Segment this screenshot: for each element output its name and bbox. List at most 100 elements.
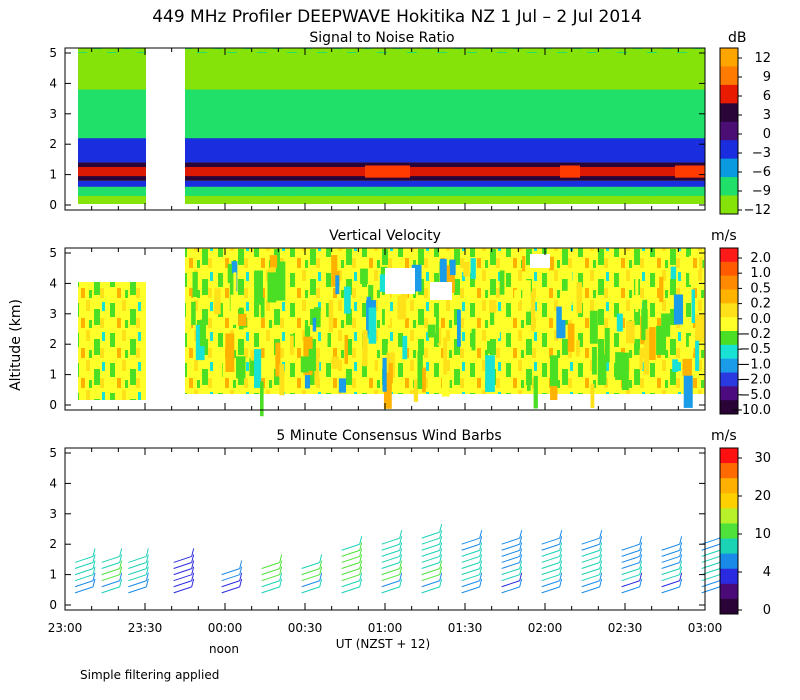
snr-ytick-label: 4	[49, 76, 57, 90]
wind-barb-flag	[119, 572, 123, 581]
wind-barb-shaft	[541, 580, 560, 588]
wind-barb-flag	[399, 554, 403, 563]
wind-barb-shaft	[381, 549, 400, 557]
wind-barb-shaft	[173, 586, 192, 594]
vv-blob	[556, 306, 566, 339]
wb-ytick-label: 1	[49, 568, 57, 582]
vv-blob	[254, 349, 262, 389]
wind-barb-shaft	[421, 549, 440, 557]
vv-blob	[695, 340, 700, 371]
vv-blob	[689, 255, 693, 285]
snr-colorbar-label: 12	[754, 51, 771, 66]
snr-layer	[78, 186, 146, 196]
snr-colorbar-swatch	[720, 177, 738, 197]
wind-barb-flag	[239, 560, 243, 569]
wind-barb-shaft	[501, 574, 520, 582]
wind-barb-shaft	[301, 574, 320, 582]
vv-heatmap	[78, 248, 705, 417]
snr-ytick-label: 3	[49, 107, 57, 121]
snr-ytick-label: 5	[49, 46, 57, 60]
wind-barb-flag	[92, 560, 96, 569]
wind-barb-shaft	[621, 549, 640, 557]
wb-colorbar-swatch	[720, 493, 738, 509]
wind-barb-flag	[519, 554, 523, 563]
vv-blob	[597, 354, 607, 386]
vv-blob	[238, 313, 247, 326]
snr-colorbar-label: −3	[752, 146, 771, 161]
snr-layer	[185, 186, 705, 196]
wind-barb-shaft	[341, 580, 360, 588]
snr-colorbar-label: −6	[752, 165, 771, 180]
wind-barb-shaft	[621, 580, 640, 588]
vv-blob	[214, 288, 221, 315]
wind-barb-flag	[119, 554, 123, 563]
wind-barb-shaft	[74, 555, 94, 563]
vv-blob	[449, 259, 456, 276]
wind-barb-flag	[239, 578, 243, 587]
wind-barb-flag	[599, 536, 603, 545]
vv-blob	[683, 375, 693, 408]
vv-blob	[192, 271, 198, 298]
vv-colorbar-swatch	[720, 303, 738, 318]
wb-colorbar-swatch	[720, 538, 738, 555]
vv-colorbar-swatch	[720, 248, 738, 263]
wind-barb-flag	[92, 578, 96, 587]
vv-blob	[533, 375, 538, 409]
wind-barb-shaft	[74, 562, 94, 569]
snr-ytick-label: 2	[49, 137, 57, 151]
wind-barb-shaft	[261, 586, 280, 594]
snr-colorbar-swatch	[720, 121, 738, 141]
wind-barb-shaft	[621, 586, 640, 594]
wind-barb-flag	[359, 578, 363, 587]
wind-barb-flag	[559, 530, 563, 539]
wind-barb-shaft	[581, 562, 600, 569]
wind-barb-flag	[359, 536, 363, 545]
wind-barb-flag	[399, 530, 403, 539]
vv-blob	[335, 275, 340, 295]
wind-barb-flag	[519, 566, 523, 575]
wind-barb-flag	[145, 560, 149, 569]
wb-ytick-label: 4	[49, 476, 57, 490]
wind-barb-flag	[119, 578, 123, 587]
snr-layer	[185, 138, 705, 163]
wind-barb-shaft	[221, 574, 240, 582]
vv-blob	[383, 372, 392, 409]
vv-ytick-label: 4	[49, 276, 57, 290]
snr-layer	[185, 89, 705, 139]
snr-hot-patch	[560, 165, 580, 178]
vv-colorbar-label: −1.0	[739, 357, 771, 372]
wind-barb-flag	[191, 578, 195, 587]
vv-ytick-label: 3	[49, 307, 57, 321]
wind-barb-shaft	[421, 562, 440, 569]
wind-barb-shaft	[541, 562, 560, 569]
vv-colorbar-label: −0.5	[739, 342, 771, 357]
wind-barb-flag	[639, 542, 643, 551]
wind-barb-flag	[119, 566, 123, 575]
vv-blob	[417, 351, 423, 389]
wind-barb-shaft	[421, 574, 440, 582]
vv-blob	[411, 264, 422, 292]
wind-barb-shaft	[128, 574, 147, 582]
wind-barb-flag	[599, 578, 603, 587]
snr-layer	[78, 167, 146, 177]
wind-barb-shaft	[74, 568, 94, 576]
wb-colorbar-label: 10	[754, 527, 771, 542]
vv-blob	[288, 323, 294, 335]
wind-barb-flag	[319, 578, 323, 587]
wind-barb-shaft	[461, 586, 480, 594]
wind-barb-flag	[319, 566, 323, 575]
wb-colorbar-swatch	[720, 583, 738, 600]
wind-barb-shaft	[541, 543, 560, 551]
snr-colorbar-swatch	[720, 48, 738, 67]
wb-colorbar-label: 20	[754, 489, 771, 504]
wind-barb-flag	[92, 572, 96, 581]
wind-barb-flag	[559, 566, 563, 575]
wind-barb-shaft	[421, 555, 440, 563]
vv-blob	[531, 291, 536, 332]
wind-barb-flag	[359, 566, 363, 575]
snr-title: Signal to Noise Ratio	[309, 30, 454, 46]
wind-barb-shaft	[421, 568, 440, 576]
vv-blob	[441, 372, 450, 397]
wind-barb-shaft	[341, 543, 360, 551]
